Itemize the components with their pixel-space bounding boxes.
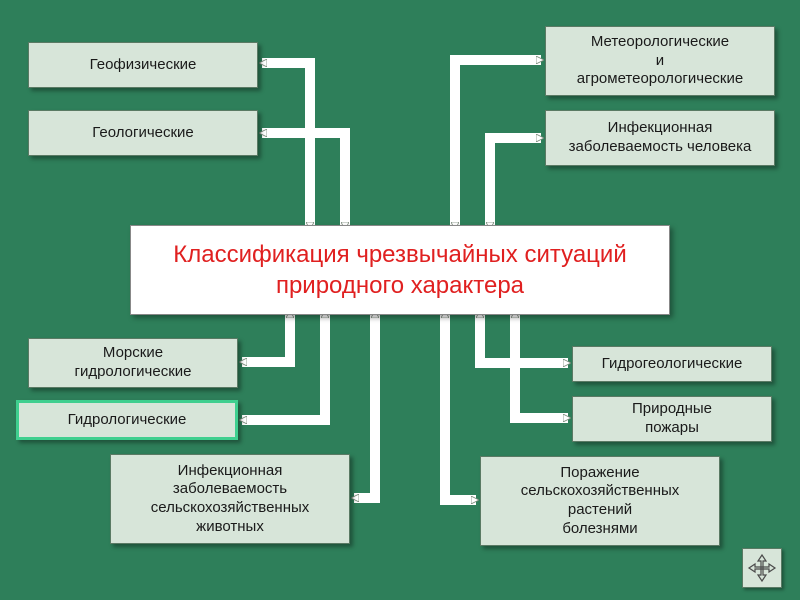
category-node: Геологические — [28, 110, 258, 156]
category-label: Инфекционная заболеваемость сельскохозяй… — [151, 462, 310, 537]
category-label: Морские гидрологические — [74, 344, 191, 382]
category-node: Геофизические — [28, 42, 258, 88]
nav-arrows-icon[interactable] — [742, 548, 782, 588]
category-node: Морские гидрологические — [28, 338, 238, 388]
category-label: Гидрогеологические — [602, 355, 743, 374]
center-title: Классификация чрезвычайных ситуаций прир… — [141, 239, 659, 301]
category-label: Природные пожары — [632, 400, 712, 438]
category-node: Гидрологические — [16, 400, 238, 440]
category-node: Гидрогеологические — [572, 346, 772, 382]
category-label: Метеорологические и агрометеорологически… — [577, 33, 743, 89]
category-label: Инфекционная заболеваемость человека — [569, 119, 752, 157]
category-node: Метеорологические и агрометеорологически… — [545, 26, 775, 96]
category-node: Поражение сельскохозяйственных растений … — [480, 456, 720, 546]
category-node: Природные пожары — [572, 396, 772, 442]
category-label: Поражение сельскохозяйственных растений … — [521, 464, 680, 539]
category-label: Геофизические — [90, 56, 197, 75]
center-node: Классификация чрезвычайных ситуаций прир… — [130, 225, 670, 315]
category-label: Гидрологические — [68, 411, 187, 430]
category-node: Инфекционная заболеваемость сельскохозяй… — [110, 454, 350, 544]
category-label: Геологические — [92, 124, 194, 143]
category-node: Инфекционная заболеваемость человека — [545, 110, 775, 166]
